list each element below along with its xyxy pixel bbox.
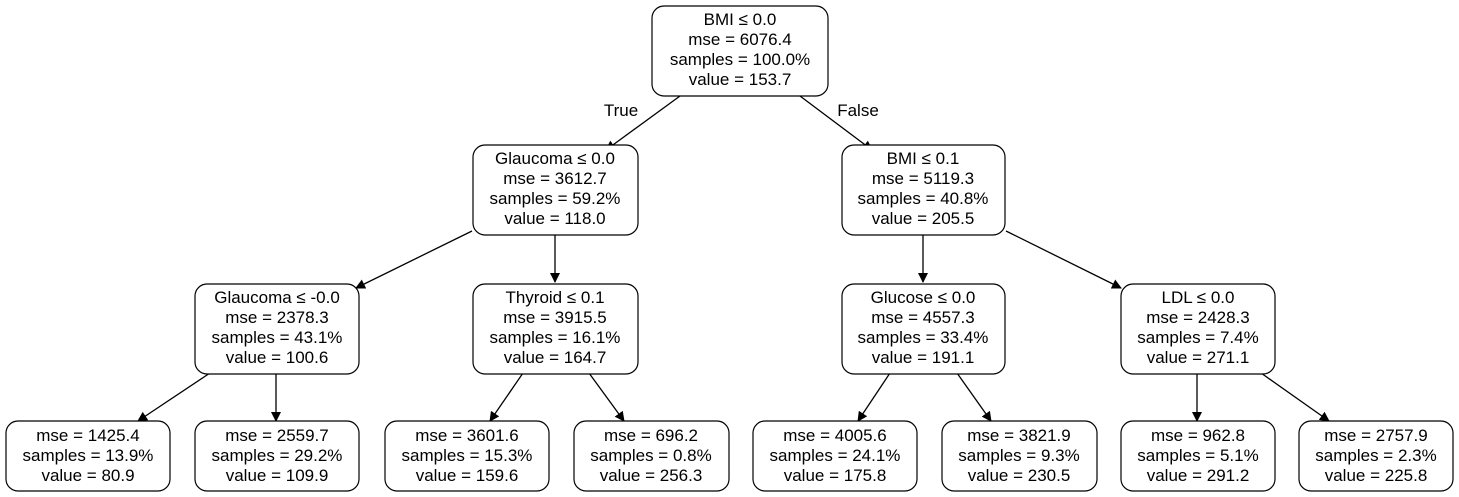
svg-text:BMI ≤ 0.1: BMI ≤ 0.1 — [887, 149, 960, 168]
svg-text:value = 109.9: value = 109.9 — [226, 466, 329, 485]
edge-left-to-ll — [355, 230, 473, 289]
svg-text:mse = 3601.6: mse = 3601.6 — [415, 426, 519, 445]
tree-leaf-lrl: mse = 3601.6 samples = 15.3% value = 159… — [384, 420, 550, 492]
edge-rl-to-rlr — [956, 372, 992, 422]
svg-text:value = 159.6: value = 159.6 — [416, 466, 519, 485]
svg-text:mse = 962.8: mse = 962.8 — [1151, 426, 1245, 445]
svg-text:samples = 24.1%: samples = 24.1% — [770, 446, 901, 465]
svg-text:Glucose ≤ 0.0: Glucose ≤ 0.0 — [871, 288, 976, 307]
svg-text:value = 256.3: value = 256.3 — [600, 466, 703, 485]
tree-leaf-rll: mse = 4005.6 samples = 24.1% value = 175… — [752, 420, 918, 492]
svg-text:mse = 2378.3: mse = 2378.3 — [225, 308, 329, 327]
svg-text:mse = 1425.4: mse = 1425.4 — [36, 426, 140, 445]
edge-rr-to-rrr — [1260, 372, 1330, 422]
svg-text:value = 291.2: value = 291.2 — [1147, 466, 1250, 485]
svg-text:samples = 43.1%: samples = 43.1% — [212, 328, 343, 347]
svg-text:mse = 4557.3: mse = 4557.3 — [871, 308, 975, 327]
svg-text:value = 100.6: value = 100.6 — [226, 348, 329, 367]
svg-text:samples = 33.4%: samples = 33.4% — [858, 328, 989, 347]
edge-root-to-left — [605, 95, 681, 151]
tree-leaf-lrr: mse = 696.2 samples = 0.8% value = 256.3 — [573, 420, 730, 492]
tree-leaf-rrl: mse = 962.8 samples = 5.1% value = 291.2 — [1120, 420, 1276, 492]
tree-node-right: BMI ≤ 0.1 mse = 5119.3 samples = 40.8% v… — [841, 144, 1006, 236]
svg-text:samples = 100.0%: samples = 100.0% — [670, 50, 810, 69]
svg-text:mse = 2428.3: mse = 2428.3 — [1146, 308, 1250, 327]
svg-text:samples = 15.3%: samples = 15.3% — [402, 446, 533, 465]
svg-text:Glaucoma ≤ 0.0: Glaucoma ≤ 0.0 — [495, 149, 615, 168]
tree-leaf-rlr: mse = 3821.9 samples = 9.3% value = 230.… — [941, 420, 1098, 492]
svg-text:samples = 5.1%: samples = 5.1% — [1137, 446, 1258, 465]
svg-text:value = 118.0: value = 118.0 — [504, 209, 605, 228]
svg-text:mse = 6076.4: mse = 6076.4 — [688, 30, 792, 49]
svg-text:samples = 59.2%: samples = 59.2% — [490, 189, 621, 208]
tree-node-left: Glaucoma ≤ 0.0 mse = 3612.7 samples = 59… — [472, 144, 639, 236]
edge-root-to-right — [799, 95, 873, 151]
tree-leaf-rrr: mse = 2757.9 samples = 2.3% value = 225.… — [1298, 420, 1454, 492]
edge-lr-to-lrl — [489, 372, 524, 422]
svg-text:samples = 9.3%: samples = 9.3% — [958, 446, 1079, 465]
tree-node-rl: Glucose ≤ 0.0 mse = 4557.3 samples = 33.… — [841, 283, 1006, 375]
svg-text:LDL ≤ 0.0: LDL ≤ 0.0 — [1162, 288, 1235, 307]
svg-text:samples = 0.8%: samples = 0.8% — [590, 446, 711, 465]
svg-text:value = 225.8: value = 225.8 — [1325, 466, 1428, 485]
tree-leaf-lll: mse = 1425.4 samples = 13.9% value = 80.… — [5, 420, 171, 492]
svg-text:mse = 3612.7: mse = 3612.7 — [503, 169, 607, 188]
svg-text:mse = 5119.3: mse = 5119.3 — [872, 169, 974, 188]
edge-label-true: True — [604, 101, 638, 120]
svg-text:mse = 3915.5: mse = 3915.5 — [503, 308, 607, 327]
svg-text:samples = 7.4%: samples = 7.4% — [1137, 328, 1258, 347]
svg-text:samples = 16.1%: samples = 16.1% — [490, 328, 621, 347]
svg-text:mse = 2757.9: mse = 2757.9 — [1324, 426, 1428, 445]
edge-rl-to-rll — [857, 372, 891, 422]
tree-node-ll: Glaucoma ≤ -0.0 mse = 2378.3 samples = 4… — [194, 283, 360, 375]
svg-text:samples = 2.3%: samples = 2.3% — [1315, 446, 1436, 465]
svg-text:value = 205.5: value = 205.5 — [872, 209, 975, 228]
svg-text:value = 164.7: value = 164.7 — [504, 348, 607, 367]
svg-text:Glaucoma ≤ -0.0: Glaucoma ≤ -0.0 — [214, 288, 340, 307]
tree-node-lr: Thyroid ≤ 0.1 mse = 3915.5 samples = 16.… — [472, 283, 639, 375]
svg-text:mse = 4005.6: mse = 4005.6 — [783, 426, 887, 445]
svg-text:value = 153.7: value = 153.7 — [689, 70, 792, 89]
svg-text:value = 80.9: value = 80.9 — [41, 466, 134, 485]
tree-leaf-llr: mse = 2559.7 samples = 29.2% value = 109… — [194, 420, 360, 492]
svg-text:value = 175.8: value = 175.8 — [784, 466, 887, 485]
svg-text:mse = 696.2: mse = 696.2 — [604, 426, 698, 445]
svg-text:value = 271.1: value = 271.1 — [1147, 348, 1250, 367]
svg-text:BMI ≤ 0.0: BMI ≤ 0.0 — [704, 10, 777, 29]
svg-text:samples = 29.2%: samples = 29.2% — [212, 446, 343, 465]
svg-text:samples = 40.8%: samples = 40.8% — [858, 189, 989, 208]
tree-node-root: BMI ≤ 0.0 mse = 6076.4 samples = 100.0% … — [651, 5, 829, 97]
svg-text:value = 230.5: value = 230.5 — [968, 466, 1071, 485]
edge-label-false: False — [837, 101, 879, 120]
edge-lr-to-lrr — [588, 372, 625, 422]
svg-text:samples = 13.9%: samples = 13.9% — [23, 446, 154, 465]
svg-text:mse = 2559.7: mse = 2559.7 — [225, 426, 329, 445]
svg-text:mse = 3821.9: mse = 3821.9 — [967, 426, 1071, 445]
edge-right-to-rr — [1005, 230, 1122, 289]
svg-text:value = 191.1: value = 191.1 — [872, 348, 975, 367]
svg-text:Thyroid ≤ 0.1: Thyroid ≤ 0.1 — [505, 288, 604, 307]
tree-node-rr: LDL ≤ 0.0 mse = 2428.3 samples = 7.4% va… — [1120, 283, 1276, 375]
edge-ll-to-lll — [137, 372, 211, 422]
